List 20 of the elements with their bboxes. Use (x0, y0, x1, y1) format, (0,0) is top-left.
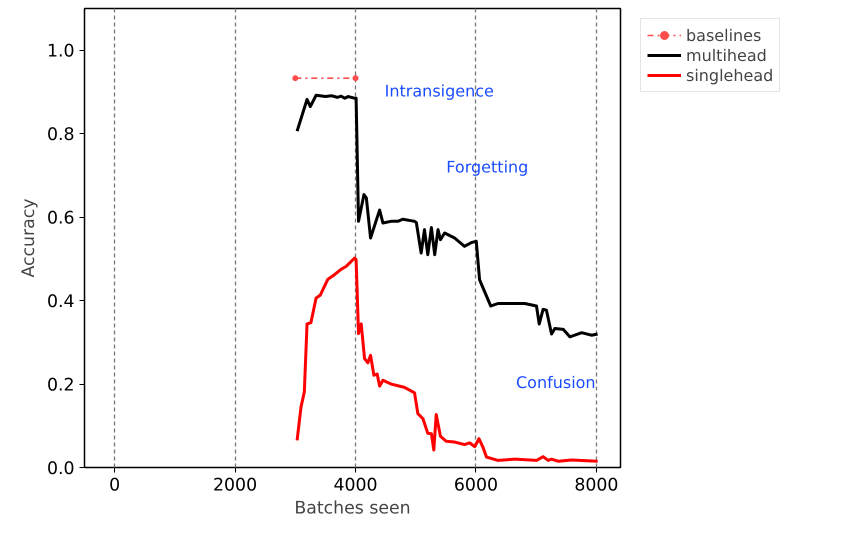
y-tick-label: 0.0 (46, 459, 75, 479)
y-tick-label: 1.0 (46, 42, 75, 62)
y-tick-label: 0.4 (46, 292, 75, 312)
y-tick-label: 0.2 (46, 376, 75, 396)
y-axis-title: Accuracy (18, 198, 39, 278)
legend-label: multihead (686, 46, 767, 64)
legend-label: baselines (686, 26, 762, 44)
annotation: Forgetting (446, 157, 528, 176)
line-series (296, 256, 600, 463)
x-tick-label: 0 (109, 476, 120, 496)
legend-label: singlehead (686, 66, 774, 84)
y-tick-label: 0.6 (46, 208, 75, 229)
x-tick-label: 2000 (213, 476, 258, 496)
x-tick-label: 4000 (333, 476, 378, 496)
x-tick-label: 6000 (454, 476, 498, 496)
x-tick-label: 8000 (574, 476, 618, 496)
y-tick-label: 0.8 (46, 125, 75, 146)
annotation: Intransigence (384, 82, 494, 101)
x-axis-title: Batches seen (294, 498, 411, 518)
annotation: Confusion (516, 373, 596, 392)
